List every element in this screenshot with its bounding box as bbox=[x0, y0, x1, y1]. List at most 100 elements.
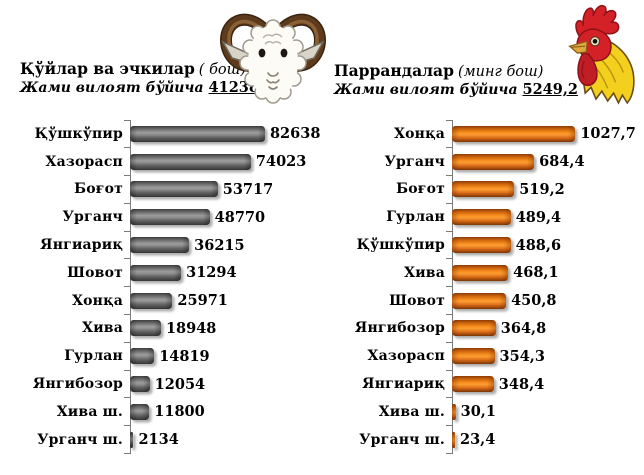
bar-track: 74023 bbox=[130, 153, 306, 170]
data-bar bbox=[130, 153, 251, 170]
bar-track: 53717 bbox=[130, 181, 277, 198]
bar-track: 489,4 bbox=[452, 209, 584, 226]
value-label: 31294 bbox=[186, 264, 237, 282]
value-label: 74023 bbox=[255, 153, 307, 171]
value-label: 53717 bbox=[222, 180, 274, 198]
bar-track: 354,3 bbox=[452, 348, 584, 365]
chart-row: Урганч 684,4 bbox=[322, 147, 644, 176]
chart-row: Урганч ш. 2134 bbox=[0, 425, 322, 454]
data-bar bbox=[452, 181, 515, 198]
value-label: 36215 bbox=[194, 236, 245, 254]
data-bar bbox=[452, 403, 456, 420]
category-label: Янгибозор bbox=[354, 320, 445, 337]
value-label: 519,2 bbox=[519, 180, 565, 198]
data-bar bbox=[130, 125, 265, 142]
bar-track: 348,4 bbox=[452, 376, 584, 393]
bar-track: 18948 bbox=[130, 320, 277, 337]
data-bar bbox=[452, 292, 507, 309]
value-label: 2134 bbox=[138, 431, 179, 449]
chart-row: Янгиариқ 36215 bbox=[0, 230, 322, 259]
value-label: 14819 bbox=[159, 347, 210, 365]
bar-track: 82638 bbox=[130, 125, 320, 142]
bar-track: 48770 bbox=[130, 209, 277, 226]
data-bar bbox=[452, 209, 511, 226]
data-bar bbox=[130, 237, 190, 254]
data-bar bbox=[452, 264, 509, 281]
chart-subtitle-text: Жами вилоят бўйича bbox=[20, 80, 204, 96]
data-bar bbox=[130, 403, 150, 420]
sheep-chart-plot: Қўшкўпир 82638 Хазорасп 74023 Боғот 53717 Урга… bbox=[0, 119, 322, 454]
sheep-goats-chart: Қўйлар ва эчкилар( бош) Жами вилоят бўйи… bbox=[0, 59, 322, 454]
bar-track: 488,6 bbox=[452, 237, 584, 254]
bar-track: 519,2 bbox=[452, 181, 584, 198]
data-bar bbox=[130, 348, 155, 365]
chart-row: Хазорасп 74023 bbox=[0, 147, 322, 176]
category-label: Урганч ш. bbox=[37, 431, 123, 448]
category-label: Хонқа bbox=[394, 125, 445, 142]
value-label: 684,4 bbox=[539, 153, 585, 171]
category-label: Хива ш. bbox=[56, 403, 123, 420]
bar-track: 1027,7 bbox=[452, 125, 636, 142]
category-label: Хазорасп bbox=[45, 153, 123, 170]
category-label: Урганч bbox=[384, 153, 445, 170]
value-label: 48770 bbox=[214, 208, 266, 226]
category-label: Шовот bbox=[67, 264, 123, 281]
category-label: Хива bbox=[82, 320, 123, 337]
chart-subtitle-text: Жами вилоят бўйича bbox=[334, 82, 518, 98]
category-label: Боғот bbox=[74, 181, 123, 198]
chart-row: Хонқа 25971 bbox=[0, 286, 322, 315]
chart-row: Янгибозор 364,8 bbox=[322, 314, 644, 343]
value-label: 82638 bbox=[269, 125, 321, 143]
chart-row: Янгиариқ 348,4 bbox=[322, 369, 644, 398]
category-label: Гурлан bbox=[386, 209, 445, 226]
value-label: 348,4 bbox=[498, 375, 545, 393]
rooster-icon bbox=[568, 4, 635, 105]
value-label: 18948 bbox=[165, 319, 217, 337]
value-label: 488,6 bbox=[515, 236, 562, 254]
bar-track: 23,4 bbox=[452, 431, 584, 448]
data-bar bbox=[452, 431, 455, 448]
bar-track: 14819 bbox=[130, 348, 277, 365]
value-label: 23,4 bbox=[460, 431, 496, 449]
sheep-chart-rows: Қўшкўпир 82638 Хазорасп 74023 Боғот 53717 Урга… bbox=[0, 119, 322, 454]
data-bar bbox=[130, 376, 150, 393]
bar-track: 2134 bbox=[130, 431, 277, 448]
chart-row: Хива ш. 11800 bbox=[0, 397, 322, 426]
data-bar bbox=[452, 125, 576, 142]
chart-row: Янгибозор 12054 bbox=[0, 369, 322, 398]
value-label: 11800 bbox=[154, 403, 205, 421]
data-bar bbox=[130, 181, 218, 198]
category-label: Янгибозор bbox=[32, 376, 123, 393]
category-label: Боғот bbox=[396, 181, 445, 198]
category-label: Хива bbox=[404, 264, 445, 281]
bar-track: 11800 bbox=[130, 403, 277, 420]
category-label: Хазорасп bbox=[367, 348, 445, 365]
chart-row: Гурлан 489,4 bbox=[322, 202, 644, 231]
data-bar bbox=[452, 237, 511, 254]
chart-row: Урганч ш. 23,4 bbox=[322, 425, 644, 454]
chart-row: Қўшкўпир 488,6 bbox=[322, 230, 644, 259]
chart-row: Хива 18948 bbox=[0, 314, 322, 343]
value-label: 30,1 bbox=[460, 403, 496, 421]
chart-total-value: 5249,2 bbox=[522, 81, 579, 98]
category-label: Хива ш. bbox=[378, 403, 445, 420]
data-bar bbox=[130, 209, 210, 226]
data-bar bbox=[452, 153, 535, 170]
category-label: Шовот bbox=[389, 292, 445, 309]
chart-row: Хазорасп 354,3 bbox=[322, 341, 644, 370]
data-bar bbox=[452, 348, 495, 365]
bar-track: 684,4 bbox=[452, 153, 585, 171]
poultry-chart-rows: Хонқа 1027,7 Урганч 684,4 Боғот 519,2 Гурлан 48… bbox=[322, 119, 644, 454]
chart-row: Урганч 48770 bbox=[0, 202, 322, 231]
data-bar bbox=[130, 264, 182, 281]
category-label: Янгиариқ bbox=[362, 376, 445, 393]
chart-row: Гурлан 14819 bbox=[0, 341, 322, 370]
poultry-chart: Паррандалар (минг бош) Жами вилоят бўйича… bbox=[322, 0, 644, 475]
value-label: 364,8 bbox=[500, 319, 547, 337]
chart-title-text: Қўйлар ва эчкилар bbox=[20, 59, 195, 78]
bar-track: 450,8 bbox=[452, 292, 584, 309]
bar-track: 25971 bbox=[130, 292, 277, 309]
bar-track: 468,1 bbox=[452, 264, 584, 281]
bar-track: 364,8 bbox=[452, 320, 584, 337]
